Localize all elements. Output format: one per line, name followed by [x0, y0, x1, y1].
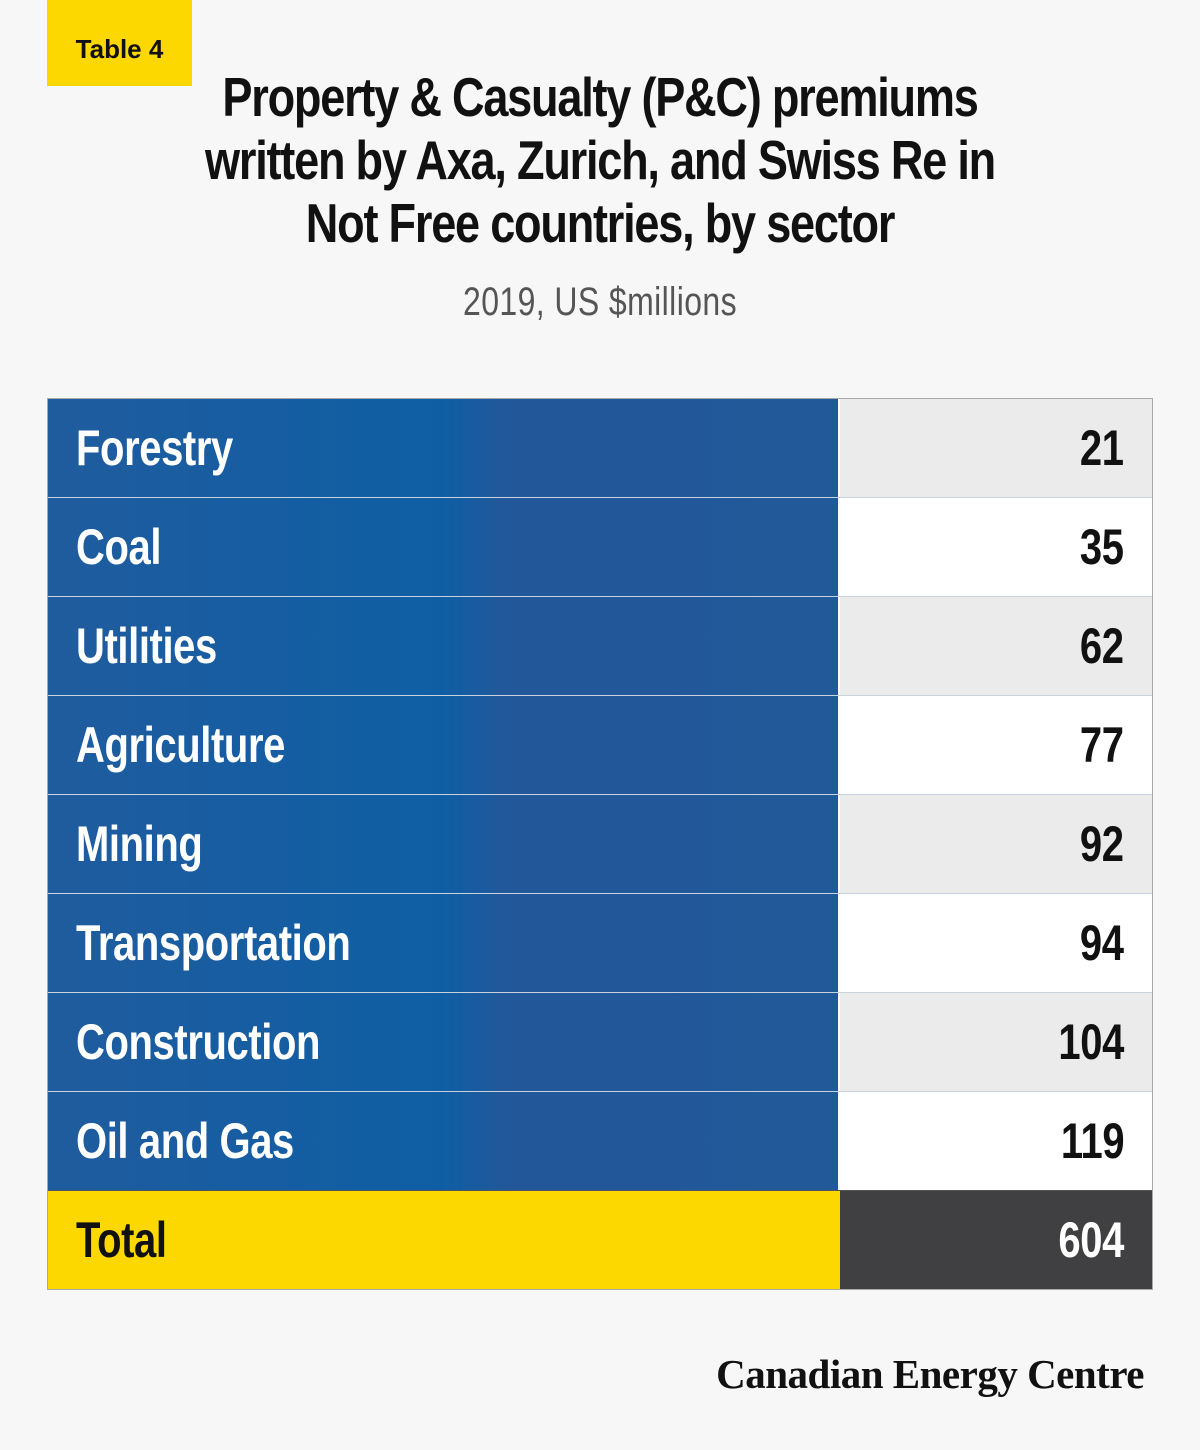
table-row: Agriculture 77: [48, 695, 1152, 794]
sector-value: 94: [1080, 915, 1124, 971]
value-cell: 104: [840, 993, 1152, 1091]
table-row: Transportation 94: [48, 893, 1152, 992]
sector-value: 92: [1080, 816, 1124, 872]
value-cell: 35: [840, 498, 1152, 596]
sector-label: Construction: [76, 1014, 321, 1070]
table-row: Mining 92: [48, 794, 1152, 893]
sector-label: Coal: [76, 519, 162, 575]
table-number-label: Table 4: [75, 33, 164, 64]
table-row: Utilities 62: [48, 596, 1152, 695]
table-row: Construction 104: [48, 992, 1152, 1091]
sector-cell: Construction: [48, 993, 840, 1091]
total-value: 604: [1058, 1212, 1124, 1268]
sector-value: 104: [1058, 1014, 1124, 1070]
table-row: Oil and Gas 119: [48, 1091, 1152, 1190]
sector-label: Mining: [76, 816, 203, 872]
total-row: Total 604: [48, 1190, 1152, 1289]
sector-cell: Utilities: [48, 597, 840, 695]
value-cell: 77: [840, 696, 1152, 794]
total-value-cell: 604: [840, 1191, 1152, 1289]
sector-label: Agriculture: [76, 717, 285, 773]
value-cell: 21: [840, 399, 1152, 497]
sector-cell: Mining: [48, 795, 840, 893]
sector-value: 21: [1080, 420, 1124, 476]
brand-logo: Canadian Energy Centre: [716, 1351, 1144, 1397]
sector-cell: Coal: [48, 498, 840, 596]
sector-cell: Transportation: [48, 894, 840, 992]
value-cell: 92: [840, 795, 1152, 893]
value-cell: 119: [840, 1092, 1152, 1190]
sector-label: Transportation: [76, 915, 351, 971]
table-number-tag: Table 4: [47, 0, 192, 86]
data-table: Forestry 21 Coal 35 Utilities 62 Agricul…: [47, 398, 1153, 1290]
sector-value: 35: [1080, 519, 1124, 575]
sector-cell: Agriculture: [48, 696, 840, 794]
table-subtitle: 2019, US $millions: [463, 280, 737, 324]
table-row: Coal 35: [48, 497, 1152, 596]
table-title: Property & Casualty (P&C) premiums writt…: [205, 66, 996, 254]
value-cell: 94: [840, 894, 1152, 992]
sector-cell: Oil and Gas: [48, 1092, 840, 1190]
sector-label: Utilities: [76, 618, 217, 674]
sector-label: Forestry: [76, 420, 233, 476]
sector-label: Oil and Gas: [76, 1113, 294, 1169]
sector-value: 62: [1080, 618, 1124, 674]
total-label: Total: [76, 1212, 167, 1268]
sector-value: 119: [1060, 1113, 1125, 1169]
sector-value: 77: [1080, 717, 1124, 773]
sector-cell: Forestry: [48, 399, 840, 497]
table-row: Forestry 21: [48, 399, 1152, 497]
value-cell: 62: [840, 597, 1152, 695]
total-label-cell: Total: [48, 1191, 840, 1289]
